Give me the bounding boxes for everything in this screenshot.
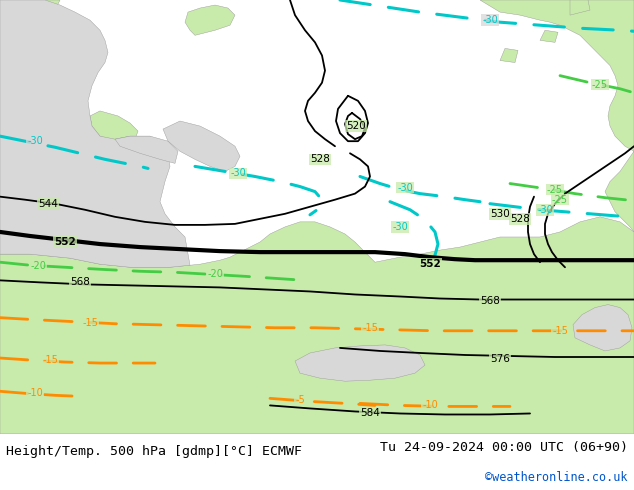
Text: -30: -30 xyxy=(537,205,553,215)
Text: 520: 520 xyxy=(346,121,366,131)
Text: 576: 576 xyxy=(490,354,510,364)
Text: -15: -15 xyxy=(42,355,58,365)
Text: Tu 24-09-2024 00:00 UTC (06+90): Tu 24-09-2024 00:00 UTC (06+90) xyxy=(380,441,628,454)
Text: 552: 552 xyxy=(419,259,441,269)
Text: Height/Temp. 500 hPa [gdmp][°C] ECMWF: Height/Temp. 500 hPa [gdmp][°C] ECMWF xyxy=(6,445,302,458)
Text: -25: -25 xyxy=(547,185,563,195)
Text: 528: 528 xyxy=(310,154,330,164)
Text: 568: 568 xyxy=(70,277,90,287)
Polygon shape xyxy=(570,0,590,15)
Text: 568: 568 xyxy=(480,295,500,306)
Polygon shape xyxy=(0,0,190,267)
Polygon shape xyxy=(163,121,240,172)
Text: -30: -30 xyxy=(392,222,408,232)
Text: -25: -25 xyxy=(592,80,608,90)
Text: -30: -30 xyxy=(230,169,246,178)
Polygon shape xyxy=(540,30,558,42)
Text: -5: -5 xyxy=(295,395,305,405)
Polygon shape xyxy=(185,5,235,35)
Text: ©weatheronline.co.uk: ©weatheronline.co.uk xyxy=(485,471,628,484)
Polygon shape xyxy=(0,0,60,18)
Text: -20: -20 xyxy=(207,270,223,279)
Text: -30: -30 xyxy=(397,183,413,193)
Polygon shape xyxy=(90,111,138,143)
Text: 552: 552 xyxy=(54,237,76,247)
Polygon shape xyxy=(573,305,632,351)
Text: -10: -10 xyxy=(27,388,43,398)
Polygon shape xyxy=(500,49,518,63)
Text: -25: -25 xyxy=(552,195,568,205)
Polygon shape xyxy=(115,136,178,163)
Text: 530: 530 xyxy=(490,209,510,219)
Polygon shape xyxy=(0,217,634,434)
Polygon shape xyxy=(480,0,634,232)
Text: 584: 584 xyxy=(360,409,380,418)
Text: -15: -15 xyxy=(362,323,378,333)
Text: -15: -15 xyxy=(552,326,568,336)
Text: -15: -15 xyxy=(82,318,98,328)
Text: -20: -20 xyxy=(30,261,46,271)
Text: -30: -30 xyxy=(482,15,498,25)
Polygon shape xyxy=(295,345,425,381)
Text: 528: 528 xyxy=(510,214,530,224)
Text: -10: -10 xyxy=(422,400,438,411)
Text: -30: -30 xyxy=(27,136,43,146)
Text: 544: 544 xyxy=(38,199,58,209)
